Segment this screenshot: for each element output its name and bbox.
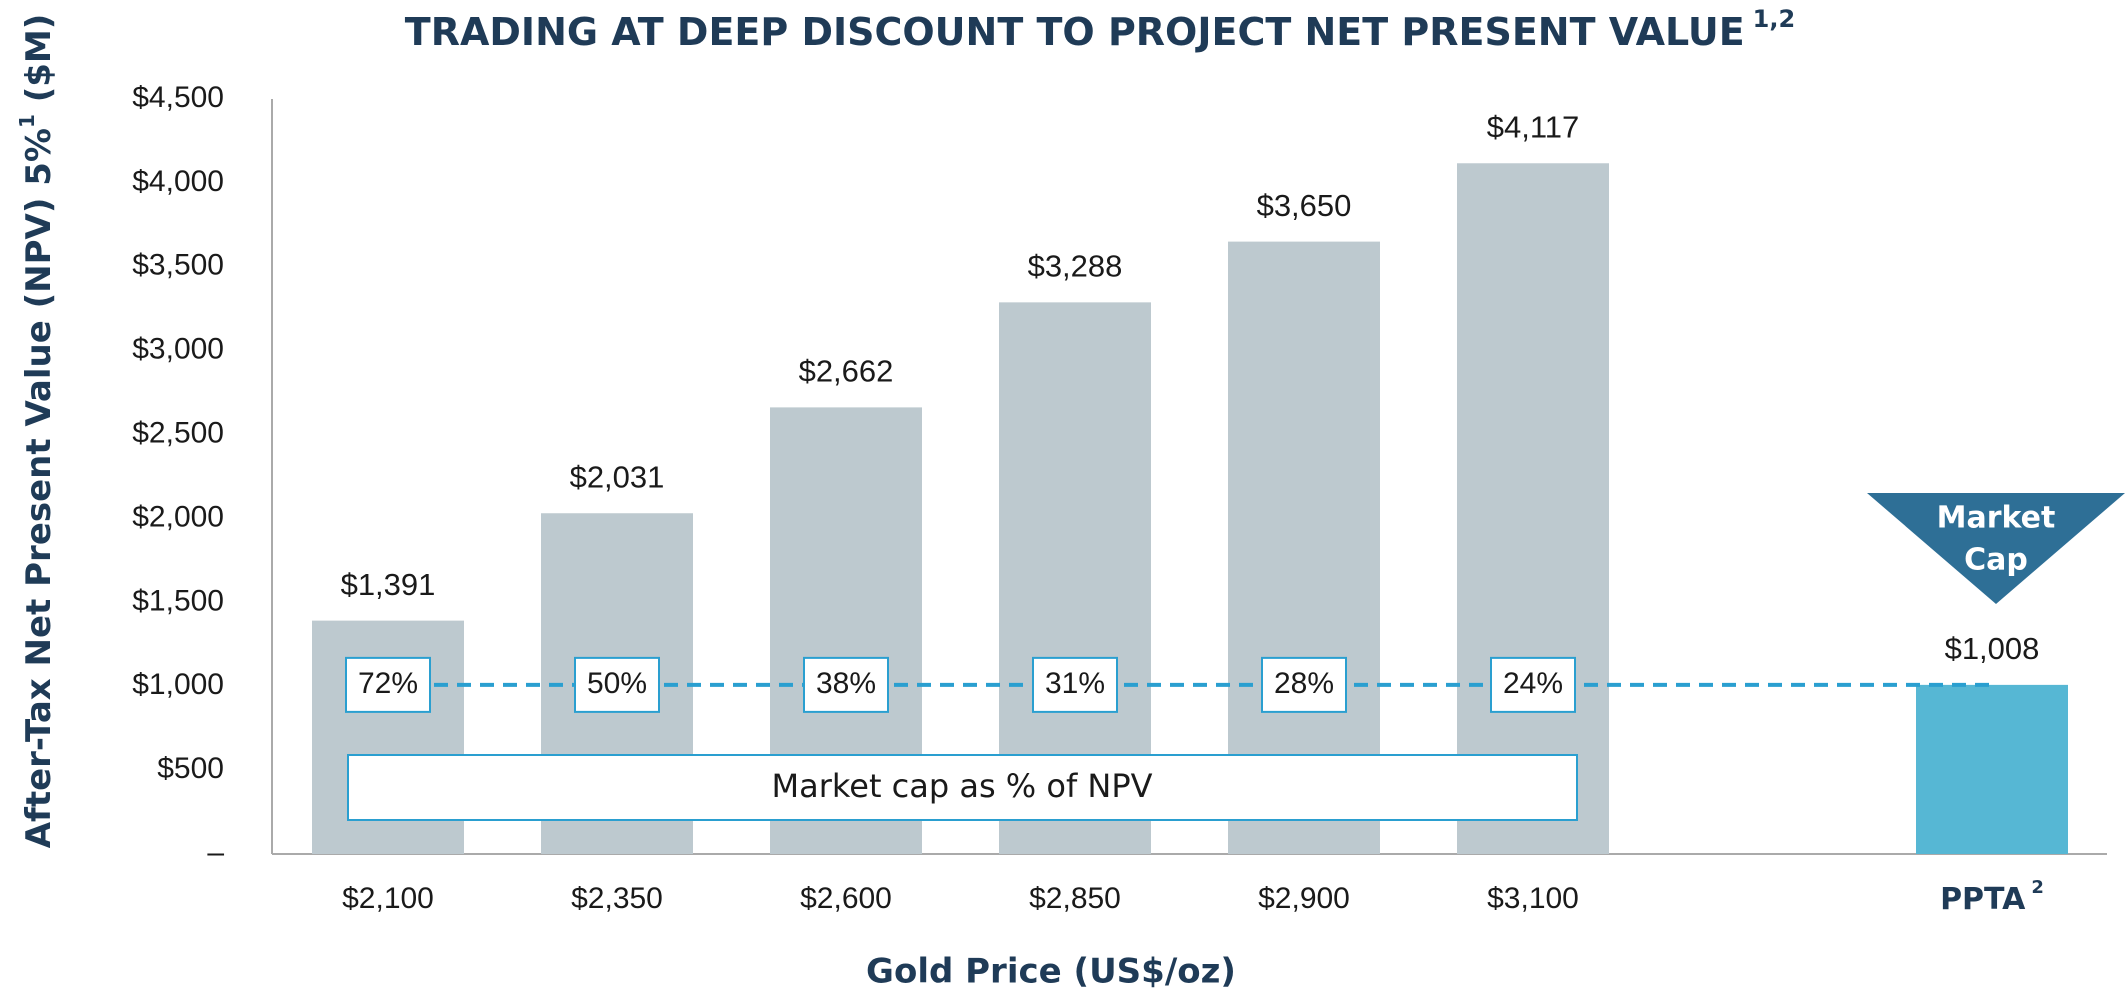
x-tick-text: $2,850 (1029, 882, 1121, 915)
percentage-box (803, 656, 889, 713)
percentage-box (1261, 656, 1347, 713)
y-label-unit: ($M) (19, 14, 59, 114)
x-tick-superscript: 2 (2031, 877, 2044, 898)
value-label: $3,288 (1028, 249, 1123, 284)
percentage-label: 24% (1503, 667, 1563, 700)
percentage-box (1490, 656, 1576, 713)
y-tick-label: $500 (157, 752, 224, 785)
percentage-box (574, 656, 660, 713)
y-tick-label: $2,000 (132, 500, 224, 533)
x-tick-label: $2,900 (1258, 882, 1350, 915)
title-text: TRADING AT DEEP DISCOUNT TO PROJECT NET … (405, 10, 1745, 54)
x-tick-label: $2,850 (1029, 882, 1121, 915)
x-tick-label: $2,350 (571, 882, 663, 915)
value-label: $2,662 (799, 354, 894, 389)
value-label: $1,008 (1945, 631, 2040, 666)
x-tick-text: $2,100 (342, 882, 434, 915)
y-label-superscript: 1 (15, 114, 39, 128)
y-tick-label: – (207, 836, 224, 869)
x-tick-label: $2,600 (800, 882, 892, 915)
y-tick-label: $4,500 (132, 81, 224, 114)
y-tick-label: $3,000 (132, 333, 224, 366)
bar (1457, 163, 1609, 854)
annotation-text: Market cap as % of NPV (771, 767, 1152, 805)
value-label: $3,650 (1257, 188, 1352, 223)
percentage-label: 38% (816, 667, 876, 700)
x-tick-label: $3,100 (1487, 882, 1579, 915)
x-tick-label: PPTA 2 (1940, 877, 2044, 917)
y-tick-label: $3,500 (132, 249, 224, 282)
value-label: $2,031 (570, 459, 665, 494)
percentage-label: 72% (358, 667, 418, 700)
callout-triangle (1867, 493, 2125, 604)
percentage-box (1032, 656, 1118, 713)
y-tick-label: $2,500 (132, 416, 224, 449)
y-tick-label: $4,000 (132, 165, 224, 198)
percentage-box (345, 656, 431, 713)
percentage-label: 50% (587, 667, 647, 700)
bar (1916, 684, 2068, 854)
percentage-label: 31% (1045, 667, 1105, 700)
y-axis-label: After-Tax Net Present Value (NPV) 5%1 ($… (15, 14, 59, 849)
x-tick-text: $2,350 (571, 882, 663, 915)
callout-text: Market (1937, 501, 2056, 536)
value-label: $1,391 (341, 567, 436, 602)
chart-title: TRADING AT DEEP DISCOUNT TO PROJECT NET … (405, 5, 1795, 54)
x-tick-text: $2,600 (800, 882, 892, 915)
x-tick-label: $2,100 (342, 882, 434, 915)
callout-text: Cap (1964, 543, 2028, 578)
y-label-text: After-Tax Net Present Value (NPV) 5% (19, 128, 59, 848)
x-axis-label: Gold Price (US$/oz) (866, 952, 1236, 992)
title-superscript: 1,2 (1753, 5, 1796, 33)
y-tick-label: $1,500 (132, 584, 224, 617)
percentage-label: 28% (1274, 667, 1334, 700)
value-label: $4,117 (1487, 109, 1580, 144)
annotation-box (347, 754, 1578, 821)
x-tick-text: $3,100 (1487, 882, 1579, 915)
x-tick-text: PPTA (1940, 882, 2026, 917)
y-tick-label: $1,000 (132, 668, 224, 701)
bar (1228, 241, 1380, 855)
x-tick-text: $2,900 (1258, 882, 1350, 915)
